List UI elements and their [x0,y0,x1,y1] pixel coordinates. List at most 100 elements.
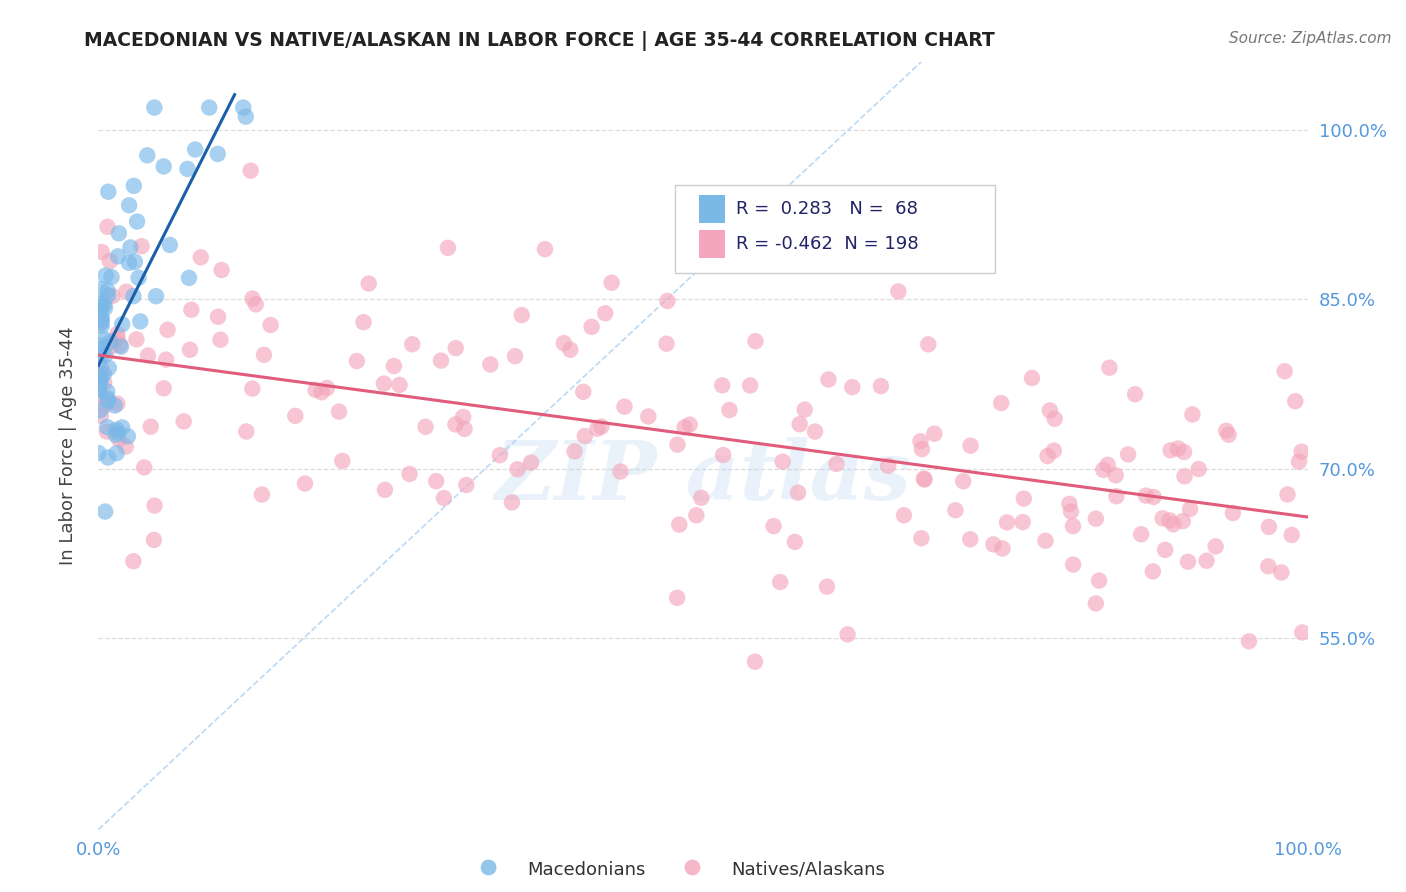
Point [910,421,932,435]
Point [143,101,166,115]
Point [89,374,111,388]
Point [156,274,179,288]
Point [510,350,533,364]
Point [89,338,111,352]
Point [613,439,636,453]
Point [772,400,794,414]
Point [115,257,138,271]
Point [94,268,117,283]
Point [817,449,839,463]
Text: Natives/Alaskans: Natives/Alaskans [731,861,884,879]
Point [100,270,122,285]
Point [995,457,1018,471]
Point [1160,464,1182,478]
Text: R =  0.283   N =  68: R = 0.283 N = 68 [735,200,918,219]
Text: R = -0.462  N = 198: R = -0.462 N = 198 [735,235,918,253]
Point [917,450,939,465]
Point [90,315,112,329]
Point [769,463,792,477]
Point [1218,565,1240,579]
Point [107,249,129,263]
Point [910,512,932,526]
Point [96,384,118,399]
Point [1062,451,1084,466]
Point [990,325,1012,339]
Point [239,262,262,277]
Point [209,343,232,357]
Point [456,422,478,436]
Point [553,382,575,396]
Point [93,376,115,390]
Point [787,449,810,463]
Point [111,317,134,331]
Point [136,148,159,162]
Point [793,516,815,531]
Point [952,518,974,533]
Point [97,185,120,199]
Point [89,369,111,384]
Point [430,187,453,202]
Point [1277,517,1299,532]
Point [744,423,766,437]
Point [1105,506,1128,520]
Point [124,255,146,269]
Point [1274,573,1296,587]
Point [190,421,212,435]
Point [1060,487,1083,501]
Point [1178,352,1201,367]
Point [1021,591,1043,606]
Point [96,420,118,434]
Point [1084,359,1107,373]
Point [1142,466,1164,480]
Point [1237,517,1260,532]
Point [253,343,276,357]
Point [1092,615,1115,630]
Point [105,434,128,448]
Point [179,264,201,278]
Point [155,386,177,401]
Point [1035,316,1057,330]
Point [444,342,467,356]
Point [679,414,702,428]
Point [1171,581,1194,595]
Point [453,386,475,401]
Point [815,376,838,391]
Point [1291,406,1313,420]
Point [89,374,111,388]
Point [89,311,111,326]
Point [142,406,165,420]
Point [388,397,411,411]
Point [159,238,181,252]
Point [90,284,112,298]
Point [762,418,785,433]
Point [1188,710,1211,724]
Point [94,348,117,362]
Point [97,450,120,465]
Point [242,317,264,331]
Point [1135,539,1157,553]
Point [89,404,111,418]
Point [134,334,156,349]
Point [1291,459,1313,474]
Point [451,434,474,448]
Point [581,359,603,373]
Point [685,370,707,384]
Point [415,275,437,289]
Point [145,289,167,303]
Point [574,479,596,493]
Point [98,417,121,431]
Point [959,352,981,367]
Point [97,394,120,409]
Point [125,338,148,352]
Point [104,428,127,442]
Point [232,101,254,115]
Point [912,386,935,401]
Point [506,391,529,405]
Y-axis label: In Labor Force | Age 35-44: In Labor Force | Age 35-44 [59,326,77,566]
Point [152,160,174,174]
Point [87,356,110,370]
Point [1173,420,1195,434]
Point [136,392,159,407]
Point [1173,532,1195,546]
Point [744,379,766,393]
